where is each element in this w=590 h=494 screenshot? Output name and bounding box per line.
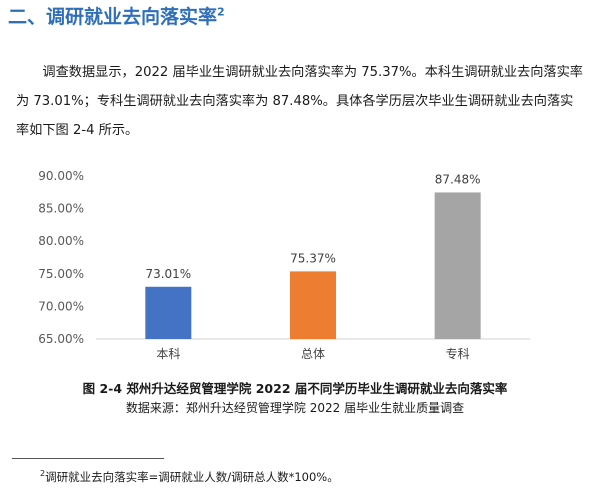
- body-paragraph: 调查数据显示，2022 届毕业生调研就业去向落实率为 75.37%。本科生调研就…: [16, 58, 584, 145]
- footnote-divider: [12, 458, 164, 459]
- bar-chart: 65.00% 70.00% 75.00% 80.00% 85.00% 90.00% 73.0…: [38, 169, 530, 361]
- figure-caption: 图 2-4 郑州升达经贸管理学院 2022 届不同学历毕业生调研就业去向落实率: [82, 381, 508, 396]
- bar: [145, 286, 192, 339]
- section-heading: 二、调研就业去向落实率2: [8, 4, 225, 30]
- paragraph-text: 调查数据显示，2022 届毕业生调研就业去向落实率为 75.37%。本科生调研就…: [16, 65, 583, 138]
- data-label: 73.01%: [145, 267, 191, 281]
- footnote: 2调研就业去向落实率=调研就业人数/调研总人数*100%。: [40, 469, 339, 485]
- y-tick-label: 65.00%: [38, 332, 84, 346]
- footnote-marker: 2: [40, 469, 46, 479]
- bar: [434, 192, 481, 339]
- y-tick-label: 75.00%: [38, 267, 84, 281]
- x-tick-label: 总体: [301, 347, 325, 361]
- bar: [290, 271, 336, 339]
- y-tick-label: 80.00%: [38, 234, 84, 248]
- section-title: 二、调研就业去向落实率: [8, 6, 218, 28]
- footnote-text: 调研就业去向落实率=调研就业人数/调研总人数*100%。: [45, 470, 339, 484]
- x-tick-label: 专科: [446, 346, 470, 361]
- footnote-ref[interactable]: 2: [217, 5, 225, 19]
- y-tick-label: 90.00%: [38, 169, 84, 183]
- y-tick-label: 70.00%: [38, 299, 84, 313]
- x-tick-label: 本科: [156, 347, 180, 361]
- data-label: 87.48%: [435, 172, 481, 186]
- y-tick-label: 85.00%: [38, 202, 84, 216]
- data-label: 75.37%: [290, 251, 336, 265]
- figure-source: 数据来源：郑州升达经贸管理学院 2022 届毕业生就业质量调查: [125, 401, 465, 415]
